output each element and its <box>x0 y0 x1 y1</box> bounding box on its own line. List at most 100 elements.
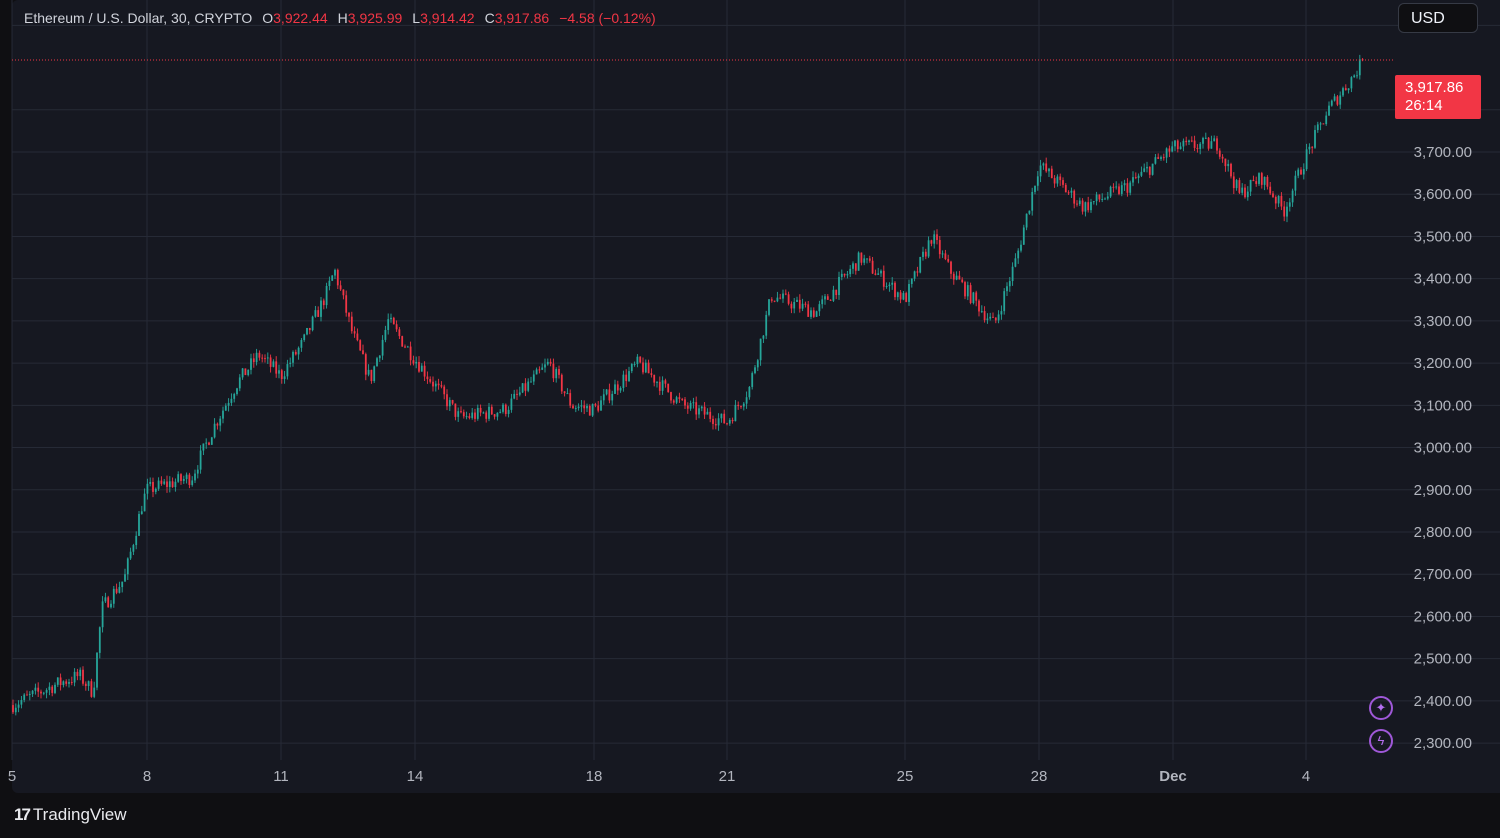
candle-body <box>552 363 555 379</box>
candle-body <box>726 423 728 425</box>
candle-body <box>815 311 818 317</box>
candle-body <box>1165 148 1168 158</box>
candle-body <box>1034 185 1036 192</box>
candle-body <box>1104 198 1106 200</box>
candle-body <box>348 312 350 317</box>
candle-body <box>908 283 910 302</box>
candle-body <box>1098 194 1101 200</box>
candle-body <box>121 581 124 588</box>
candle-body <box>244 368 247 376</box>
candle-body <box>1095 194 1098 202</box>
candle-body <box>516 393 518 395</box>
candle-body <box>1356 75 1358 77</box>
candle-body <box>224 405 227 411</box>
candle-body <box>1218 150 1221 157</box>
low-value: 3,914.42 <box>420 10 475 26</box>
candle-body <box>790 303 793 309</box>
candle-body <box>905 293 908 302</box>
candle-body <box>1325 115 1328 124</box>
candle-body <box>1090 201 1092 211</box>
candle-body <box>535 369 538 375</box>
candle-body <box>798 299 801 309</box>
candle-body <box>73 671 76 683</box>
candle-body <box>628 371 630 382</box>
price-chart[interactable]: 2,300.00 2,400.00 2,500.00 2,600.00 2,700.00… <box>0 0 1500 793</box>
candle-body <box>65 681 68 684</box>
y-tick-label: 3,200.00 <box>1414 355 1472 372</box>
candle-body <box>395 324 398 330</box>
sparkle-icon[interactable]: ✦ <box>1369 696 1393 720</box>
candle-body <box>796 299 798 303</box>
candle-body <box>448 400 451 407</box>
currency-button[interactable]: USD <box>1398 3 1478 33</box>
candle-body <box>432 381 434 387</box>
candle-body <box>958 275 961 280</box>
candle-body <box>1064 184 1067 193</box>
candle-body <box>255 352 258 363</box>
y-tick-label: 3,700.00 <box>1414 144 1472 161</box>
candle-body <box>98 627 101 653</box>
close-value: 3,917.86 <box>494 10 550 26</box>
candle-body <box>1011 266 1014 282</box>
candle-body <box>412 360 415 364</box>
candle-body <box>1123 183 1126 186</box>
candle-body <box>115 588 118 593</box>
candle-body <box>87 681 90 687</box>
candle-body <box>544 364 546 368</box>
candle-body <box>23 694 26 701</box>
candle-body <box>177 474 180 482</box>
candle-body <box>1168 148 1171 152</box>
candle-body <box>1056 176 1059 184</box>
x-axis[interactable]: 5 8 11 14 18 21 25 28 Dec 4 <box>8 768 1310 785</box>
footer-brand[interactable]: 17 TradingView <box>14 804 126 826</box>
candle-body <box>936 234 938 241</box>
candle-body <box>947 259 950 262</box>
symbol-title[interactable]: Ethereum / U.S. Dollar, 30, CRYPTO <box>24 10 253 26</box>
candle-body <box>1081 200 1084 212</box>
candle-body <box>980 311 983 313</box>
candle-body <box>594 404 597 406</box>
close-key: C <box>484 10 495 26</box>
candle-body <box>1266 176 1269 187</box>
candle-body <box>684 399 686 406</box>
candle-body <box>283 376 286 380</box>
candle-body <box>692 402 695 404</box>
candle-body <box>838 276 840 296</box>
candle-body <box>899 292 902 300</box>
candle-body <box>1288 202 1291 207</box>
candle-body <box>829 299 832 301</box>
candle-body <box>370 369 373 382</box>
candle-body <box>740 406 742 408</box>
candle-body <box>241 368 244 378</box>
y-axis[interactable]: 2,300.00 2,400.00 2,500.00 2,600.00 2,700.00… <box>1414 17 1472 752</box>
lightning-icon[interactable]: ϟ <box>1369 729 1393 753</box>
candle-body <box>670 392 672 401</box>
candle-body <box>258 352 261 358</box>
candle-body <box>1078 200 1081 205</box>
candle-body <box>12 705 14 713</box>
candle-body <box>420 365 423 372</box>
chart-panel[interactable] <box>12 0 1500 793</box>
candle-body <box>538 369 541 371</box>
candle-body <box>605 389 608 395</box>
candle-body <box>877 273 880 275</box>
candle-body <box>1204 137 1207 139</box>
candle-body <box>1244 187 1246 198</box>
candle-body <box>199 450 202 470</box>
candle-body <box>1302 169 1305 175</box>
candle-body <box>163 481 166 484</box>
candle-body <box>1022 227 1025 245</box>
candle-body <box>1255 181 1258 184</box>
candle-body <box>446 394 448 407</box>
candle-body <box>619 387 622 391</box>
candle-body <box>331 275 334 281</box>
candle-body <box>451 400 454 404</box>
candle-body <box>171 481 174 488</box>
candle-body <box>678 397 681 399</box>
candle-body <box>300 340 303 348</box>
candle-body <box>334 269 336 276</box>
candle-body <box>653 374 656 383</box>
candle-body <box>894 282 896 298</box>
candle-body <box>34 687 37 691</box>
candle-body <box>759 338 762 361</box>
